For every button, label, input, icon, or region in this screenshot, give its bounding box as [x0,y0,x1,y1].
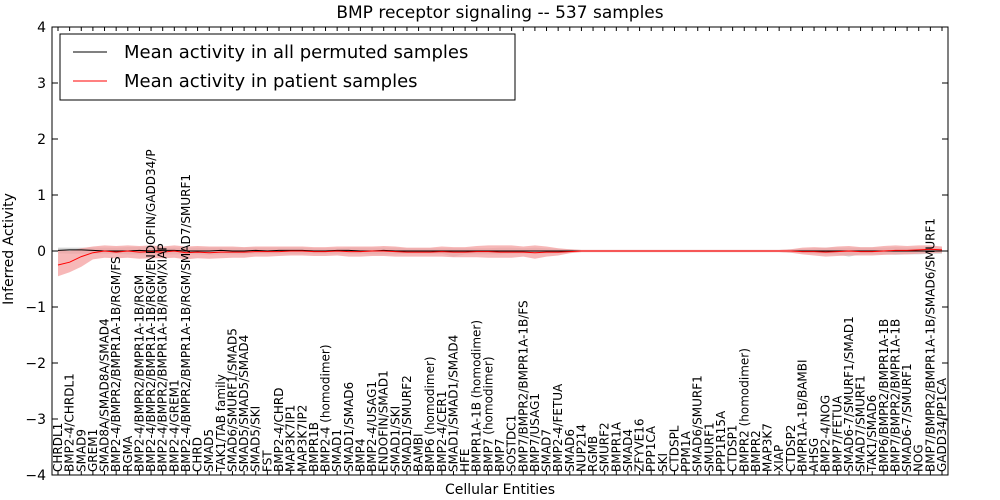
x-tick-label: BMPR1A-1B/BAMBI [795,359,809,472]
x-tick-label: SMAD6-7/SMURF1 [900,363,914,472]
x-tick-label: AHSG [807,438,821,472]
x-tick-label: SMAD6 [563,429,577,472]
x-tick-label: BMPR1B [307,422,321,472]
y-tick-label: 2 [37,132,46,148]
y-tick-label: −1 [25,300,46,316]
x-tick-label: BMP7/BMPR2/BMPR1A-1B/FS [516,300,530,472]
x-tick-label: BMP7/USAG1 [528,393,542,472]
x-tick-label: NOG [912,444,926,472]
x-tick-label: BMPR1A-1B (homodimer) [470,320,484,472]
x-tick-label: SMAD1/SMAD1/SMAD4 [447,335,461,472]
y-axis-label: Inferred Activity [1,193,17,305]
x-tick-label: BMP2-4/BMPR2/BMPR1A-1B/RGM/FS [109,256,123,472]
x-tick-label: TAK1/SMAD6 [865,395,879,473]
x-tick-label: BMP2-4/USAG1 [365,381,379,472]
y-tick-label: −3 [25,412,46,428]
x-tick-label: MAP3K7IP1 [284,405,298,472]
x-axis-label: Cellular Entities [445,482,555,498]
x-tick-label: BMPR2 (homodimer) [737,348,751,472]
x-tick-label: CTDSPL [668,425,682,472]
x-tick-label: CHRD [191,437,205,472]
legend-box [59,33,516,101]
x-tick-label: SMAD1/SMAD6 [342,382,356,472]
x-tick-label: BMP2-4/CHRD [272,388,286,472]
x-tick-label: BMP2-4/BMPR2/BMPR1A-1B/RGM/SMAD7/SMURF1 [179,174,193,472]
x-tick-label: SMAD4 [621,429,635,472]
x-tick-label: ZFYVE16 [633,418,647,472]
x-tick-label: SMAD1/SMURF2 [400,375,414,472]
x-tick-label: SOSTDC1 [505,415,519,472]
y-tick-label: 4 [37,20,46,36]
chart-title: BMP receptor signaling -- 537 samples [336,3,663,23]
x-tick-label: SMAD9 [74,429,88,472]
x-tick-label: BMP7/BMPR2/BMPR1A-1B [889,319,903,472]
x-tick-label: BMP7/BMPR2/BMPR1A-1B/SMAD6/SMURF1 [923,218,937,472]
legend: Mean activity in all permuted samples Me… [59,33,516,101]
x-tick-label: PPP1R15A [714,410,728,472]
x-tick-label: SMAD7 [540,429,554,472]
x-tick-label: BMP4 [353,439,367,472]
plot-area: −4 −3 −2 −1 0 1 2 3 4 CHRDL1BMP2-4/CHRDL1SMAD9GRE… [25,20,949,484]
x-tick-label: NUP214 [574,424,588,472]
x-tick-label: BMPR1A [609,421,623,472]
x-tick-label: ENDOFIN/SMAD1 [377,370,391,472]
x-tick-label: GREM1 [86,429,100,472]
x-tick-label: SKI [656,453,670,472]
x-tick-label: SMAD6/SMURF1 [691,375,705,472]
x-tick-label: CTDSP1 [726,425,740,472]
x-tick-label: BMP2-4 (homodimer) [319,344,333,472]
x-tick-label: SMAD1/SKI [388,406,402,472]
y-tick-label: −2 [25,356,46,372]
y-tick-label: −4 [25,468,46,484]
x-tick-label: MAP3K7IP2 [295,405,309,472]
x-tick-label: BMP6/BMPR2/BMPR1A-1B [877,319,891,472]
band-patient [58,245,942,277]
series-line-patient [57,248,943,266]
x-tick-label: SMURF1 [702,422,716,472]
x-tick-label: BMP2-4/FETUA [551,383,565,472]
x-tick-label: BMP2-4/NOG [819,395,833,472]
x-tick-label: BMP2-4/BMPR2/BMPR1A-1B/RGM [132,275,146,472]
x-tick-label: BMP7/FETUA [830,395,844,472]
x-tick-label: XIAP [772,445,786,472]
x-tick-label: BMP2-4/GREM1 [167,379,181,472]
x-tick-label: PPP1CA [644,425,658,472]
x-tick-label: SMAD8A/SMAD8A/SMAD4 [98,318,112,472]
y-tick-label: 1 [37,188,46,204]
x-tick-label: BMP7 (homodimer) [481,356,495,472]
x-tick-label: HFE [458,448,472,472]
y-tick-label: 3 [37,76,46,92]
x-tick-label: SMAD7/SMURF1 [854,375,868,472]
x-tick-label: BMPR2 [749,430,763,472]
x-tick-label: FST [260,450,274,472]
x-tick-label: MAP3K7 [761,423,775,472]
x-tick-label: SMAD5/SMAD5/SMAD4 [237,335,251,472]
legend-label-patient: Mean activity in patient samples [124,71,418,92]
x-tick-label: CTDSP2 [784,425,798,472]
x-tick-label: BMP2-4/CHRDL1 [63,373,77,472]
legend-label-permuted: Mean activity in all permuted samples [124,42,468,63]
x-tick-label: SMAD5/SKI [249,406,263,472]
x-tick-label: SMAD5 [202,429,216,472]
x-tick-label: BAMBI [412,433,426,472]
x-tick-label: GADD34/PP1CA [935,377,949,472]
x-tick-label: BMP7 [493,439,507,472]
x-tick-label: BMP2-4/CER1 [435,391,449,472]
x-tick-label: SMAD6-7/SMURF1/SMAD1 [842,316,856,472]
x-tick-label: CHRDL1 [51,423,65,472]
x-tick-label: BMP2-4/BMPR2/BMPR1A-1B/RGM/XIAP [156,243,170,472]
x-tick-label: BMP6 (homodimer) [423,356,437,472]
x-tick-label: RGMA [121,435,135,472]
x-tick-label: SMURF2 [598,422,612,472]
y-tick-label: 0 [37,244,46,260]
x-tick-label: BMP2-4/BMPR2/BMPR1A-1B/RGM/ENDOFIN/GADD3… [144,149,158,472]
x-tick-label: TAK1/TAB family [214,374,228,473]
x-tick-label: SMAD1 [330,429,344,472]
x-tick-label: RGMB [586,436,600,472]
x-tick-label: PPM1A [679,431,693,472]
x-tick-label: SMAD6/SMURF1/SMAD5 [226,328,240,472]
